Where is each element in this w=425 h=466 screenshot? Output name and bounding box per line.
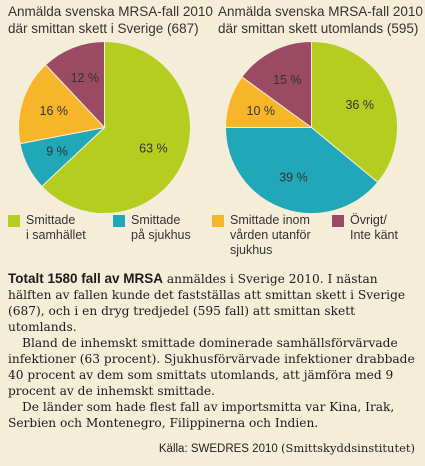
pie-sweden-label-hospital: 9 % <box>46 145 68 159</box>
pie-abroad-slice-hospital <box>224 127 379 214</box>
legend-label-other: Övrigt/ Inte känt <box>350 213 398 242</box>
pie-chart-sweden: 63 % 9 % 16 % 12 % <box>18 40 191 214</box>
pie-sweden-label-care: 16 % <box>40 104 69 118</box>
chart-title-abroad-line1: Anmälda svenska MRSA-fall 2010 <box>218 4 423 19</box>
pie-sweden-label-other: 12 % <box>71 71 100 85</box>
source-credit: Källa: SWEDRES 2010 (Smittskyddsinstitut… <box>159 441 415 455</box>
legend-swatch-other <box>332 215 344 227</box>
pie-abroad-slice-community <box>311 40 398 184</box>
legend-label-hospital: Smittade på sjukhus <box>131 213 191 242</box>
article-lead-rest: anmäldes i Sverige 2010. I nästan hälfte… <box>8 272 406 334</box>
article-text: Totalt 1580 fall av MRSA anmäldes i Sver… <box>8 271 418 431</box>
pie-chart-abroad: 36 % 39 % 10 % 15 % <box>224 40 398 214</box>
legend: Smittade i samhället Smittade på sjukhus… <box>0 213 425 263</box>
chart-title-sweden: Anmälda svenska MRSA-fall 2010 där smitt… <box>8 3 213 37</box>
source-org: (Smittskyddsinstitutet) <box>280 441 415 455</box>
pie-sweden-slice-care <box>18 64 106 145</box>
pie-abroad-label-community: 36 % <box>345 98 374 112</box>
legend-item-hospital: Smittade på sjukhus <box>113 213 191 243</box>
legend-item-care: Smittade inom vården utanför sjukhus <box>212 213 311 258</box>
legend-swatch-community <box>8 215 20 227</box>
legend-label-care: Smittade inom vården utanför sjukhus <box>230 213 311 257</box>
article-paragraph-2: Bland de inhemskt smittade dominerade sa… <box>8 336 415 398</box>
chart-title-abroad-line2: där smittan skett utomlands (595) <box>218 21 419 36</box>
pie-abroad-label-hospital: 39 % <box>279 171 308 185</box>
pie-abroad-label-care: 10 % <box>247 104 276 118</box>
pie-sweden-label-community: 63 % <box>139 142 168 156</box>
pie-abroad-slice-other <box>241 40 312 129</box>
chart-title-sweden-line1: Anmälda svenska MRSA-fall 2010 <box>8 4 213 19</box>
legend-swatch-care <box>212 215 224 227</box>
pie-sweden-slice-other <box>44 40 105 129</box>
legend-item-other: Övrigt/ Inte känt <box>332 213 398 243</box>
legend-swatch-hospital <box>113 215 125 227</box>
source-prefix: Källa: SWEDRES 2010 <box>158 443 281 455</box>
article-lead: Totalt 1580 fall av MRSA <box>8 271 164 286</box>
legend-item-community: Smittade i samhället <box>8 213 86 243</box>
pie-sweden-slice-community <box>41 40 191 214</box>
article-paragraph-3: De länder som hade flest fall av imports… <box>8 400 395 430</box>
pie-abroad-label-other: 15 % <box>273 73 302 87</box>
chart-title-abroad: Anmälda svenska MRSA-fall 2010 där smitt… <box>218 3 423 37</box>
chart-title-sweden-line2: där smittan skett i Sverige (687) <box>8 21 199 36</box>
article-paragraph-1: Totalt 1580 fall av MRSA anmäldes i Sver… <box>8 271 418 335</box>
legend-label-community: Smittade i samhället <box>26 213 86 242</box>
